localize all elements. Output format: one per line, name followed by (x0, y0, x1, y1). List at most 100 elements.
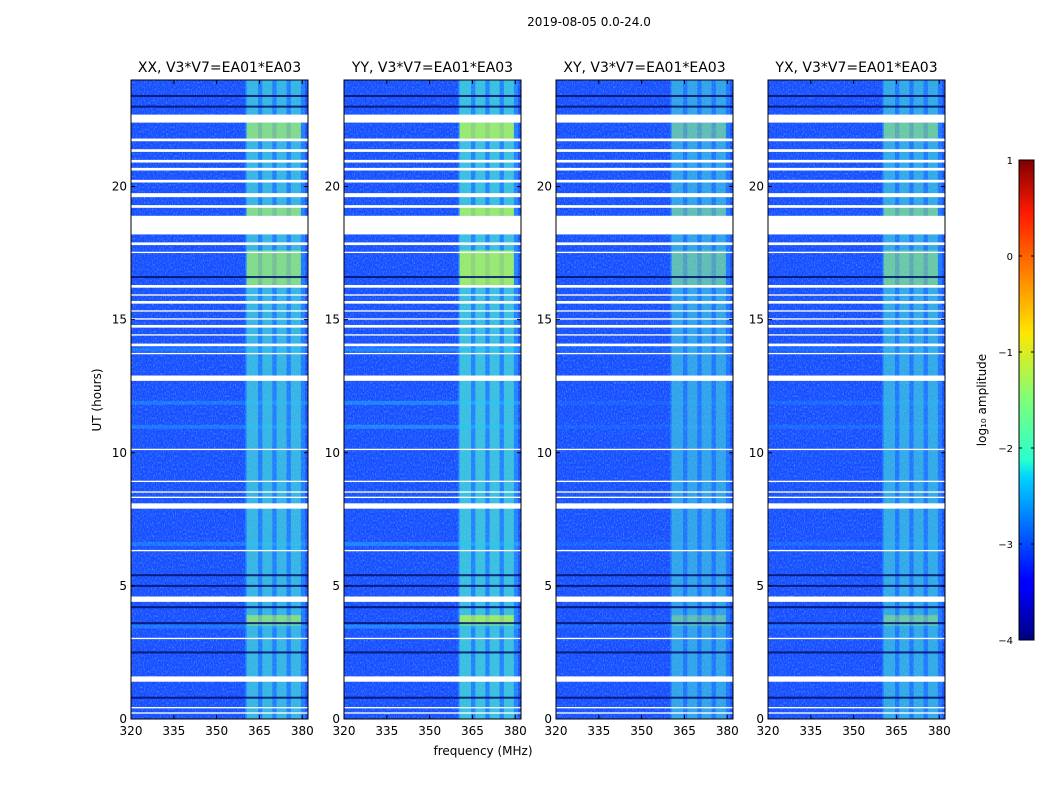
y-tick-label: 10 (325, 446, 340, 460)
rfi-channel-2 (687, 80, 698, 719)
flagged-interval-10 (131, 242, 308, 246)
y-tick-label: 0 (119, 712, 127, 726)
dark-line-8 (556, 651, 733, 654)
broadband-stripe-5 (344, 624, 521, 629)
panel-1: XX, V3*V7=EA01*EA03 320 335 350 365 380 0 5 10 15… (112, 60, 314, 738)
flagged-interval-16 (344, 318, 521, 320)
y-tick-label: 20 (325, 180, 340, 194)
dark-line-1 (556, 94, 733, 97)
panel-title: YY, V3*V7=EA01*EA03 (351, 60, 513, 76)
broadband-stripe-2 (556, 400, 733, 405)
x-tick-label: 320 (120, 724, 143, 738)
panels: XX, V3*V7=EA01*EA03 320 335 350 365 380 0 5 10 15… (112, 60, 951, 738)
dark-line-7 (131, 622, 308, 625)
flagged-interval-6 (131, 179, 308, 183)
broadband-stripe-2 (768, 400, 945, 405)
flagged-interval-3 (768, 149, 945, 152)
rfi-burst-1 (459, 250, 514, 286)
dark-line-6 (768, 606, 945, 609)
broadband-stripe-3 (344, 424, 521, 429)
colorbar: 1 0 −1 −2 −3 −4 log₁₀ amplitude (975, 156, 1035, 647)
broadband-stripe-2 (344, 400, 521, 405)
y-tick-label: 10 (749, 446, 764, 460)
dark-line-3 (556, 276, 733, 279)
flagged-interval-17 (556, 324, 733, 328)
x-tick-label: 335 (587, 724, 610, 738)
y-tick-label: 10 (112, 446, 127, 460)
flagged-interval-15 (556, 310, 733, 312)
x-tick-label: 320 (333, 724, 356, 738)
flagged-interval-18 (131, 334, 308, 336)
flagged-interval-7 (131, 193, 308, 198)
flagged-interval-32 (768, 712, 945, 714)
broadband-stripe-5 (768, 624, 945, 629)
flagged-interval-26 (768, 503, 945, 509)
flagged-interval-32 (556, 712, 733, 714)
flagged-interval-20 (768, 352, 945, 355)
colorbar-gradient (1018, 159, 1035, 641)
flagged-interval-24 (768, 491, 945, 493)
dark-line-7 (344, 622, 521, 625)
flagged-interval-8 (344, 205, 521, 208)
panel-title: YX, V3*V7=EA01*EA03 (774, 60, 937, 76)
flagged-interval-27 (344, 549, 521, 552)
flagged-interval-26 (556, 503, 733, 509)
y-tick-label: 15 (112, 313, 127, 327)
dark-line-7 (768, 622, 945, 625)
flagged-interval-26 (344, 503, 521, 509)
rfi-burst-4 (459, 615, 514, 626)
dark-line-3 (131, 276, 308, 279)
rfi-channel-2 (475, 80, 486, 719)
panel-2: YY, V3*V7=EA01*EA03 320 335 350 365 380 0 5 10 15… (325, 60, 527, 738)
broadband-stripe-3 (768, 424, 945, 429)
noise-texture (768, 80, 945, 719)
flagged-interval-28 (131, 596, 308, 602)
panel-4: YX, V3*V7=EA01*EA03 320 335 350 365 380 0 5 10 15… (749, 60, 951, 738)
noise-texture (556, 80, 733, 719)
dark-line-4 (768, 574, 945, 577)
flagged-interval-23 (768, 480, 945, 483)
dark-line-4 (344, 574, 521, 577)
dark-line-5 (556, 584, 733, 587)
rfi-band (245, 80, 306, 719)
flagged-interval-19 (131, 343, 308, 347)
flagged-interval-9 (768, 215, 945, 235)
y-tick-label: 0 (544, 712, 552, 726)
broadband-stripe-3 (556, 424, 733, 429)
flagged-interval-10 (344, 242, 521, 246)
flagged-interval-5 (131, 167, 308, 171)
flagged-interval-12 (131, 285, 308, 288)
flagged-interval-3 (344, 149, 521, 152)
flagged-interval-9 (556, 215, 733, 235)
flagged-interval-24 (131, 491, 308, 493)
y-tick-label: 20 (537, 180, 552, 194)
dark-line-1 (768, 94, 945, 97)
y-tick-label: 15 (749, 313, 764, 327)
flagged-interval-27 (131, 549, 308, 552)
dark-line-9 (131, 696, 308, 699)
flagged-interval-2 (344, 138, 521, 142)
flagged-interval-2 (768, 138, 945, 142)
rfi-channel-1 (883, 80, 896, 719)
flagged-interval-12 (768, 285, 945, 288)
rfi-burst-2 (883, 205, 938, 216)
flagged-interval-4 (768, 159, 945, 163)
rfi-burst-2 (246, 205, 301, 216)
flagged-interval-6 (768, 179, 945, 183)
x-tick-label: 380 (291, 724, 314, 738)
flagged-interval-22 (131, 448, 308, 451)
rfi-channel-3 (489, 80, 500, 719)
dark-line-2 (556, 105, 733, 108)
flagged-interval-22 (344, 448, 521, 451)
broadband-stripe-4 (344, 541, 521, 546)
rfi-channel-3 (701, 80, 712, 719)
broadband-stripe-1 (344, 347, 521, 352)
y-tick-label: 5 (544, 579, 552, 593)
flagged-interval-28 (344, 596, 521, 602)
flagged-interval-4 (344, 159, 521, 163)
figure-title: 2019-08-05 0.0-24.0 (527, 15, 651, 29)
flagged-interval-18 (344, 334, 521, 336)
x-tick-label: 365 (673, 724, 696, 738)
y-tick-label: 0 (756, 712, 764, 726)
